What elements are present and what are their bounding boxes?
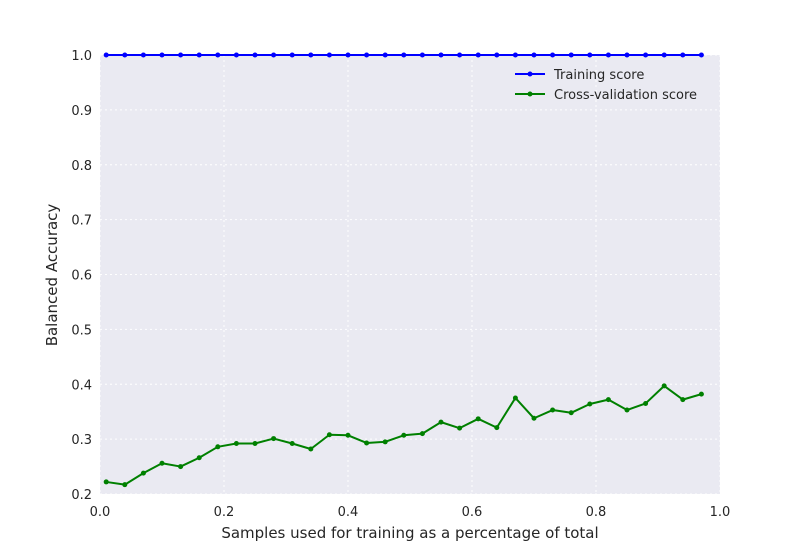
x-tick-label: 0.4 (338, 505, 359, 520)
data-point (438, 52, 444, 58)
x-tick-label: 0.8 (586, 505, 607, 520)
data-point (587, 52, 593, 58)
data-point (289, 441, 295, 447)
data-point (103, 52, 109, 58)
legend: Training score Cross-validation score (515, 68, 697, 103)
y-tick-label: 0.6 (71, 269, 92, 284)
legend-swatch-marker (527, 71, 533, 77)
data-point (178, 464, 184, 470)
data-point (308, 52, 314, 58)
data-point (326, 52, 332, 58)
data-point (382, 439, 388, 445)
data-point (252, 441, 258, 447)
data-point (419, 52, 425, 58)
legend-label: Training score (553, 68, 644, 83)
data-point (698, 391, 704, 397)
data-point (643, 400, 649, 406)
data-point (401, 432, 407, 438)
y-tick-label: 0.2 (71, 488, 92, 503)
data-point (661, 383, 667, 389)
data-point (531, 52, 537, 58)
y-axis-label: Balanced Accuracy (43, 204, 61, 347)
data-point (680, 52, 686, 58)
y-tick-label: 1.0 (71, 49, 92, 64)
data-point (196, 455, 202, 461)
data-point (531, 415, 537, 421)
data-point (698, 52, 704, 58)
data-point (475, 416, 481, 422)
data-point (122, 482, 128, 488)
data-point (605, 52, 611, 58)
series-training-score (103, 52, 704, 58)
data-point (661, 52, 667, 58)
data-point (401, 52, 407, 58)
x-axis-label: Samples used for training as a percentag… (221, 524, 598, 542)
data-point (178, 52, 184, 58)
y-tick-label: 0.9 (71, 104, 92, 119)
data-point (345, 432, 351, 438)
y-tick-label: 0.5 (71, 323, 92, 338)
legend-swatch-marker (527, 91, 533, 97)
data-point (680, 397, 686, 403)
data-point (289, 52, 295, 58)
data-point (494, 52, 500, 58)
data-point (308, 446, 314, 452)
y-tick-label: 0.4 (71, 378, 92, 393)
data-point (196, 52, 202, 58)
x-tick-label: 0.6 (462, 505, 483, 520)
x-tick-label: 1.0 (710, 505, 731, 520)
series-cross-validation-score (103, 383, 704, 488)
data-point (550, 407, 556, 413)
data-point (122, 52, 128, 58)
legend-item: Training score (515, 68, 644, 83)
data-point (215, 52, 221, 58)
data-point (457, 425, 463, 431)
data-point (103, 479, 109, 485)
x-tick-label: 0.0 (90, 505, 111, 520)
data-point (159, 52, 165, 58)
y-tick-label: 0.7 (71, 214, 92, 229)
data-point (512, 395, 518, 401)
data-point (624, 52, 630, 58)
data-point (457, 52, 463, 58)
data-point (252, 52, 258, 58)
data-point (140, 52, 146, 58)
data-point (364, 52, 370, 58)
data-point (419, 431, 425, 437)
data-point (494, 425, 500, 431)
data-point (568, 52, 574, 58)
data-point (605, 397, 611, 403)
data-point (512, 52, 518, 58)
data-point (643, 52, 649, 58)
data-point (438, 419, 444, 425)
tick-labels: 0.0 0.2 0.4 0.6 0.8 1.0 0.2 0.3 0.4 0.5 0.6 0.7 0.8 0… (71, 49, 730, 520)
data-point (345, 52, 351, 58)
data-point (215, 444, 221, 450)
data-point (233, 441, 239, 447)
data-point (271, 52, 277, 58)
data-point (568, 410, 574, 416)
y-tick-label: 0.8 (71, 159, 92, 174)
legend-label: Cross-validation score (554, 88, 697, 103)
legend-item: Cross-validation score (515, 88, 697, 103)
data-point (233, 52, 239, 58)
data-point (624, 407, 630, 413)
x-tick-label: 0.2 (214, 505, 235, 520)
data-point (587, 401, 593, 407)
data-point (140, 470, 146, 476)
data-point (326, 432, 332, 438)
y-tick-label: 0.3 (71, 433, 92, 448)
data-point (382, 52, 388, 58)
data-point (271, 436, 277, 442)
data-point (159, 460, 165, 466)
series-layer (103, 52, 704, 488)
data-point (550, 52, 556, 58)
data-point (475, 52, 481, 58)
data-point (364, 440, 370, 446)
